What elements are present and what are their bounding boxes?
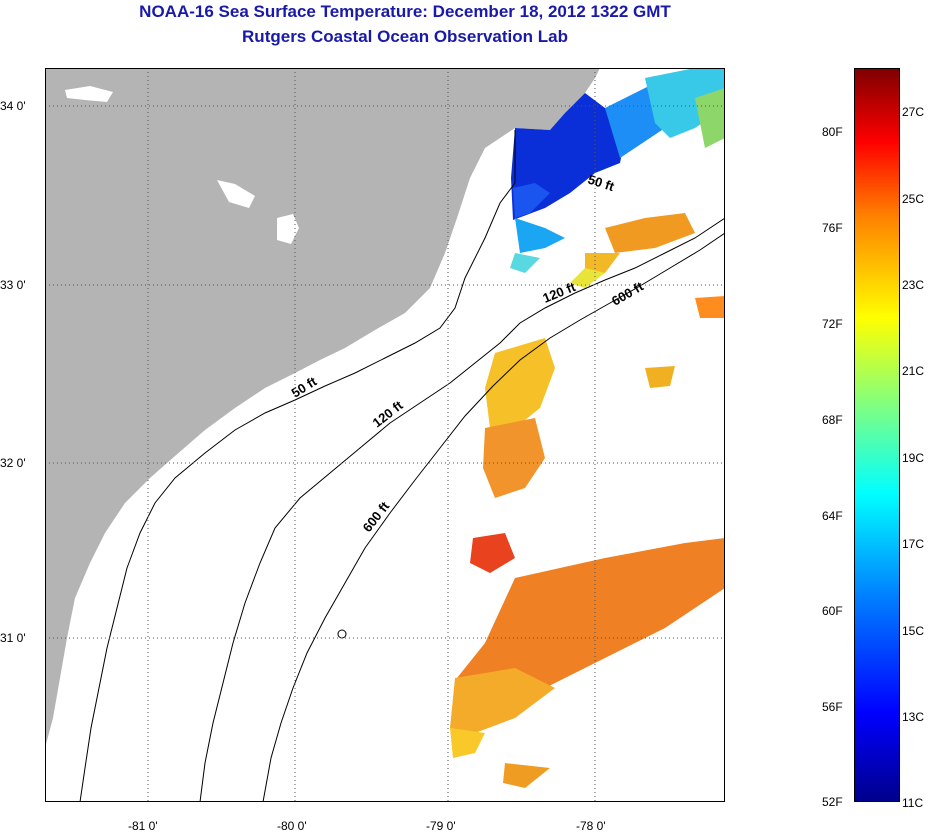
cb-c-23: 23C [902,278,925,292]
map-frame [45,68,725,802]
cb-c-17: 17C [902,537,925,551]
sst-map: 50 ft 50 ft 120 ft 120 ft 600 ft 600 ft [45,68,725,802]
lon-label-79: -79 0' [426,819,456,832]
cb-f-60: 60F [822,604,843,618]
cb-c-19: 19C [902,451,925,465]
cb-f-76: 76F [822,221,843,235]
inland-lake [217,180,255,208]
cb-f-64: 64F [822,509,843,523]
cb-c-13: 13C [902,710,925,724]
lat-label-33: 33 0' [0,278,26,292]
cb-c-11: 11C [902,796,924,810]
lon-label-80: -80 0' [277,819,307,832]
map-title: NOAA-16 Sea Surface Temperature: Decembe… [139,2,671,21]
cb-f-68: 68F [822,413,843,427]
cb-c-21: 21C [902,364,925,378]
cb-f-72: 72F [822,317,843,331]
lat-label-34: 34 0' [0,99,26,113]
lat-label-32: 32 0' [0,456,26,470]
inland-lake [277,214,299,244]
inland-lake [65,86,113,102]
cb-c-25: 25C [902,192,925,206]
land-mass [45,68,600,748]
color-scale-bar [854,68,900,802]
lon-label-78: -78 0' [576,819,606,832]
cb-f-56: 56F [822,700,843,714]
cb-c-27: 27C [902,105,925,119]
sst-patches [450,68,725,788]
contour-50ft-line [79,130,516,802]
cb-f-80: 80F [822,125,843,139]
graticule [45,68,725,802]
cb-c-15: 15C [902,624,925,638]
map-subtitle: Rutgers Coastal Ocean Observation Lab [242,27,568,46]
lon-label-81: -81 0' [128,819,158,832]
contour-120ft-line [199,217,725,802]
lat-label-31: 31 0' [0,631,26,645]
cb-f-52: 52F [822,795,843,809]
contour-600ft-line [262,232,725,802]
